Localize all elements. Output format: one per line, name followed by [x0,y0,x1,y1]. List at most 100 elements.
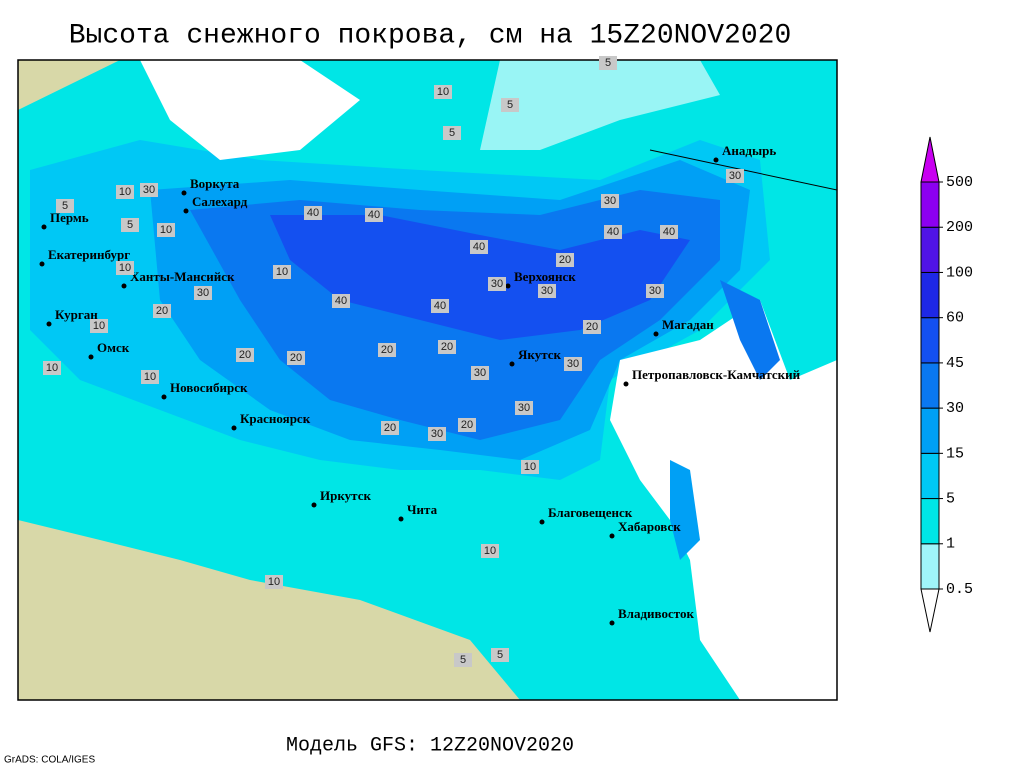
legend-band [920,362,940,409]
city-dot [505,283,511,289]
city-dot [181,190,187,196]
legend-label: 5 [946,491,955,508]
contour-label-box [604,225,622,239]
city-label: Воркута [190,176,240,191]
contour-label: 30 [649,285,661,297]
legend-low [920,588,940,633]
city-label: Благовещенск [548,505,633,520]
snow-45 [270,215,690,340]
contour-label-box [521,460,539,474]
legend-label: 0.5 [946,581,973,598]
contour-label: 5 [507,99,513,111]
legend-label: 15 [946,445,964,462]
contour-label: 10 [276,266,288,278]
pacific [610,300,837,700]
contour-label: 40 [473,241,485,253]
contour-label: 5 [605,57,611,69]
legend-band [920,543,940,590]
legend-high [920,136,940,183]
contour-label-box [583,320,601,334]
contour-label-box [538,284,556,298]
contour-label-box [116,185,134,199]
city-dot [653,331,659,337]
contour-label-box [157,223,175,237]
contour-label: 10 [437,86,449,98]
contour-label: 10 [144,371,156,383]
kamchatka [720,280,780,380]
contour-label-box [491,648,509,662]
contour-label: 5 [460,654,466,666]
contour-label: 40 [663,226,675,238]
city-dot [623,381,629,387]
legend-band [920,498,940,545]
contour-label: 30 [197,287,209,299]
legend-band [920,407,940,454]
city-label: Пермь [50,210,89,225]
contour-label: 20 [586,321,598,333]
city-label: Верхоянск [514,269,576,284]
contour-label-box [265,575,283,589]
contour-label-box [438,340,456,354]
contour-label: 40 [368,209,380,221]
contour-label: 20 [461,419,473,431]
map-area [18,60,837,700]
legend-label: 30 [946,400,964,417]
city-label: Новосибирск [170,380,248,395]
city-dot [46,321,52,327]
contour-label: 10 [93,320,105,332]
city-dot [39,261,45,267]
city-dot [509,361,515,367]
sakhalin [670,460,700,560]
contour-label: 30 [729,170,741,182]
contour-label-box [501,98,519,112]
contour-label: 30 [431,428,443,440]
contour-label: 20 [384,422,396,434]
contour-label-box [515,401,533,415]
contour-label-box [488,277,506,291]
contour-label-box [304,206,322,220]
credit: GrADS: COLA/IGES [4,755,95,766]
contour-label-box [141,370,159,384]
legend-band [920,317,940,364]
contour-label-box [646,284,664,298]
contour-label: 20 [290,352,302,364]
contour-label: 30 [518,402,530,414]
contour-label: 20 [559,254,571,266]
city-dot [183,208,189,214]
contour-label: 30 [491,278,503,290]
city-dot [161,394,167,400]
city-dot [88,354,94,360]
city-label: Хабаровск [618,519,681,534]
contour-label: 30 [143,184,155,196]
city-label: Чита [407,502,438,517]
contour-label-box [116,261,134,275]
city-label: Омск [97,340,130,355]
contour-label-box [236,348,254,362]
contour-label: 40 [607,226,619,238]
city-label: Иркутск [320,488,371,503]
contour-label-box [471,366,489,380]
city-label: Петропавловск-Камчатский [632,367,801,382]
contour-label-box [458,418,476,432]
contour-label: 10 [119,186,131,198]
contour-label: 5 [127,219,133,231]
contour-label-box [481,544,499,558]
legend-band [920,226,940,273]
city-dot [713,157,719,163]
city-label: Магадан [662,317,714,332]
legend-band [920,452,940,500]
contour-label: 30 [541,285,553,297]
contour-label-box [273,265,291,279]
legend-band [920,271,940,319]
contour-label: 5 [62,200,68,212]
contour-label-box [332,294,350,308]
legend-label: 200 [946,219,973,236]
contour-label: 10 [46,362,58,374]
city-dot [121,283,127,289]
city-label: Красноярск [240,411,311,426]
contour-label-box [431,299,449,313]
contour-label: 10 [484,545,496,557]
contour-label-box [194,286,212,300]
